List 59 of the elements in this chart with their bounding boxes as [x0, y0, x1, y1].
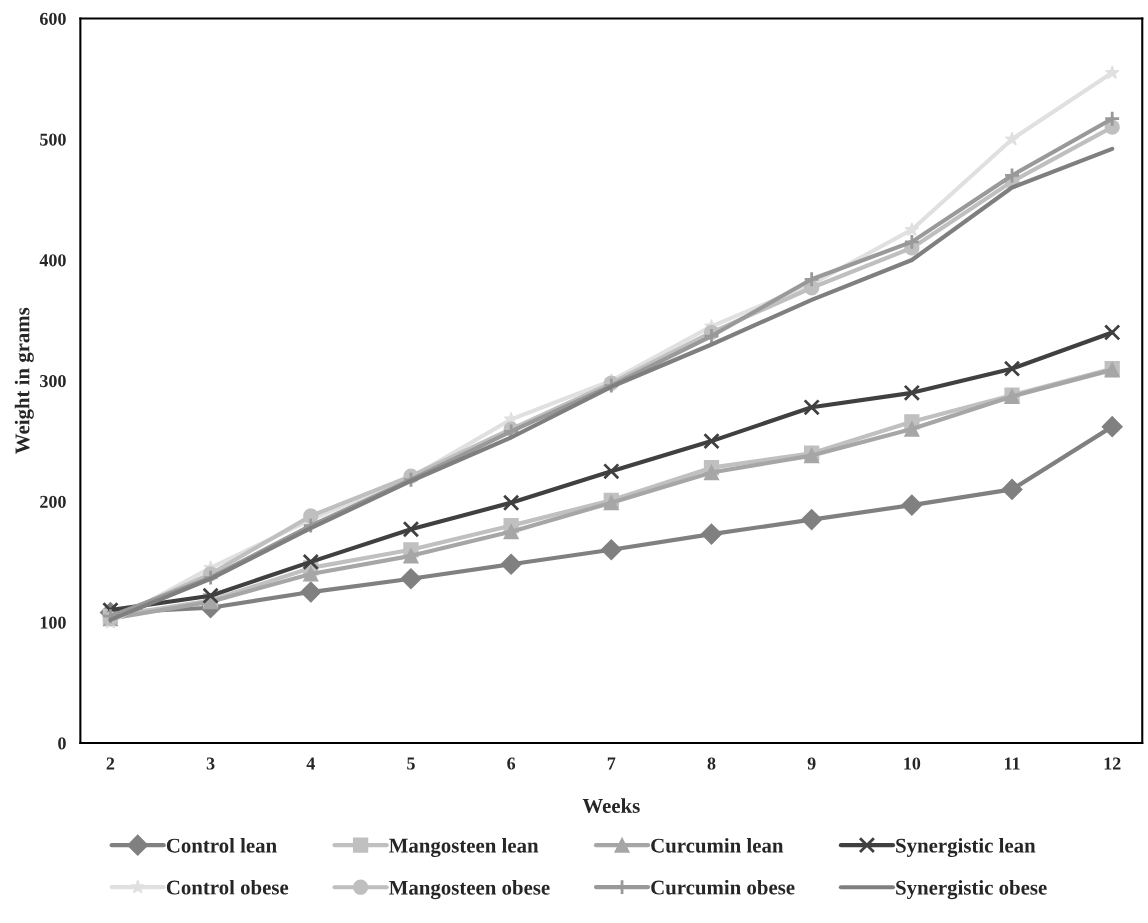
point: [1103, 110, 1121, 128]
point: [904, 421, 920, 437]
point: [901, 494, 923, 516]
x-tick-label: 11: [1004, 757, 1020, 770]
legend-label: Mangosteen obese: [389, 880, 550, 900]
point: [1003, 167, 1021, 184]
point: [402, 520, 420, 538]
x-tick-label: 3: [206, 757, 215, 770]
point: [602, 462, 620, 480]
y-tick-label: 300: [40, 374, 66, 388]
x-tick-label: 10: [904, 757, 921, 770]
point: [1003, 360, 1021, 377]
point: [1103, 324, 1121, 341]
y-tick-label: 100: [40, 616, 66, 629]
point: [502, 494, 520, 512]
point: [503, 524, 519, 540]
point: [904, 222, 920, 237]
point: [303, 566, 319, 582]
x-tick-label: 4: [306, 757, 315, 770]
legend-label: Synergistic obese: [896, 880, 1047, 900]
legend-label: Control lean: [166, 837, 277, 853]
legend-label: Synergistic lean: [896, 837, 1036, 858]
y-tick-label: 500: [40, 133, 66, 146]
x-tick-label: 6: [507, 757, 516, 770]
x-tick-label: 9: [807, 757, 816, 770]
point: [903, 384, 921, 402]
point: [801, 509, 823, 531]
legend-label: Control obese: [166, 879, 289, 895]
point: [302, 553, 320, 571]
point: [400, 568, 422, 590]
y-tick-label: 400: [39, 254, 66, 267]
point: [202, 587, 219, 605]
point: [1004, 131, 1020, 146]
x-tick-label: 2: [106, 757, 115, 770]
point: [703, 464, 720, 481]
point: [500, 553, 522, 575]
legend-label: Mangosteen lean: [389, 837, 539, 858]
x-tick-label: 5: [407, 757, 415, 770]
y-tick-label: 600: [40, 12, 66, 25]
point: [903, 233, 921, 251]
y-tick-label: 0: [58, 737, 66, 750]
point: [1101, 416, 1123, 438]
point: [803, 270, 820, 288]
x-tick-label: 12: [1104, 757, 1121, 770]
point: [1001, 478, 1023, 500]
x-axis-title: Weeks: [582, 798, 640, 814]
point: [703, 432, 720, 450]
legend-label: Curcumin obese: [651, 879, 795, 895]
point: [1104, 65, 1120, 80]
x-tick-label: 7: [607, 757, 616, 770]
point: [403, 548, 419, 564]
legend-label: Curcumin lean: [651, 837, 784, 853]
y-tick-label: 200: [40, 495, 66, 508]
point: [700, 523, 723, 545]
x-tick-label: 8: [707, 757, 716, 770]
point: [300, 581, 322, 603]
point: [803, 398, 820, 416]
point: [600, 539, 622, 561]
y-axis-title: Weight in grams: [14, 307, 34, 454]
